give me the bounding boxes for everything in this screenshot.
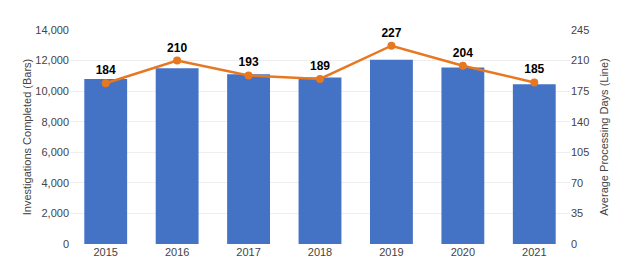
svg-text:35: 35 <box>571 207 583 219</box>
svg-text:189: 189 <box>310 59 330 73</box>
svg-text:210: 210 <box>167 41 187 55</box>
svg-text:105: 105 <box>571 146 589 158</box>
svg-text:Investigations Completed (Bars: Investigations Completed (Bars) <box>21 59 33 216</box>
svg-text:2021: 2021 <box>522 246 546 258</box>
svg-text:0: 0 <box>571 238 577 250</box>
svg-text:245: 245 <box>571 24 589 36</box>
svg-text:227: 227 <box>381 26 401 40</box>
svg-text:140: 140 <box>571 116 589 128</box>
svg-text:Average Processing Days (Line): Average Processing Days (Line) <box>598 58 610 216</box>
svg-text:184: 184 <box>96 63 116 77</box>
svg-text:2018: 2018 <box>308 246 332 258</box>
svg-text:12,000: 12,000 <box>35 54 69 66</box>
svg-text:175: 175 <box>571 85 589 97</box>
svg-text:2020: 2020 <box>451 246 475 258</box>
svg-text:2019: 2019 <box>379 246 403 258</box>
svg-text:2,000: 2,000 <box>41 207 69 219</box>
svg-text:185: 185 <box>524 62 544 76</box>
svg-text:6,000: 6,000 <box>41 146 69 158</box>
svg-text:10,000: 10,000 <box>35 85 69 97</box>
svg-text:14,000: 14,000 <box>35 24 69 36</box>
svg-text:8,000: 8,000 <box>41 116 69 128</box>
svg-text:204: 204 <box>453 46 473 60</box>
svg-text:2015: 2015 <box>93 246 117 258</box>
svg-text:193: 193 <box>239 55 259 69</box>
svg-text:210: 210 <box>571 54 589 66</box>
svg-text:0: 0 <box>63 238 69 250</box>
svg-text:4,000: 4,000 <box>41 177 69 189</box>
svg-text:70: 70 <box>571 177 583 189</box>
svg-text:2017: 2017 <box>236 246 260 258</box>
svg-text:2016: 2016 <box>165 246 189 258</box>
